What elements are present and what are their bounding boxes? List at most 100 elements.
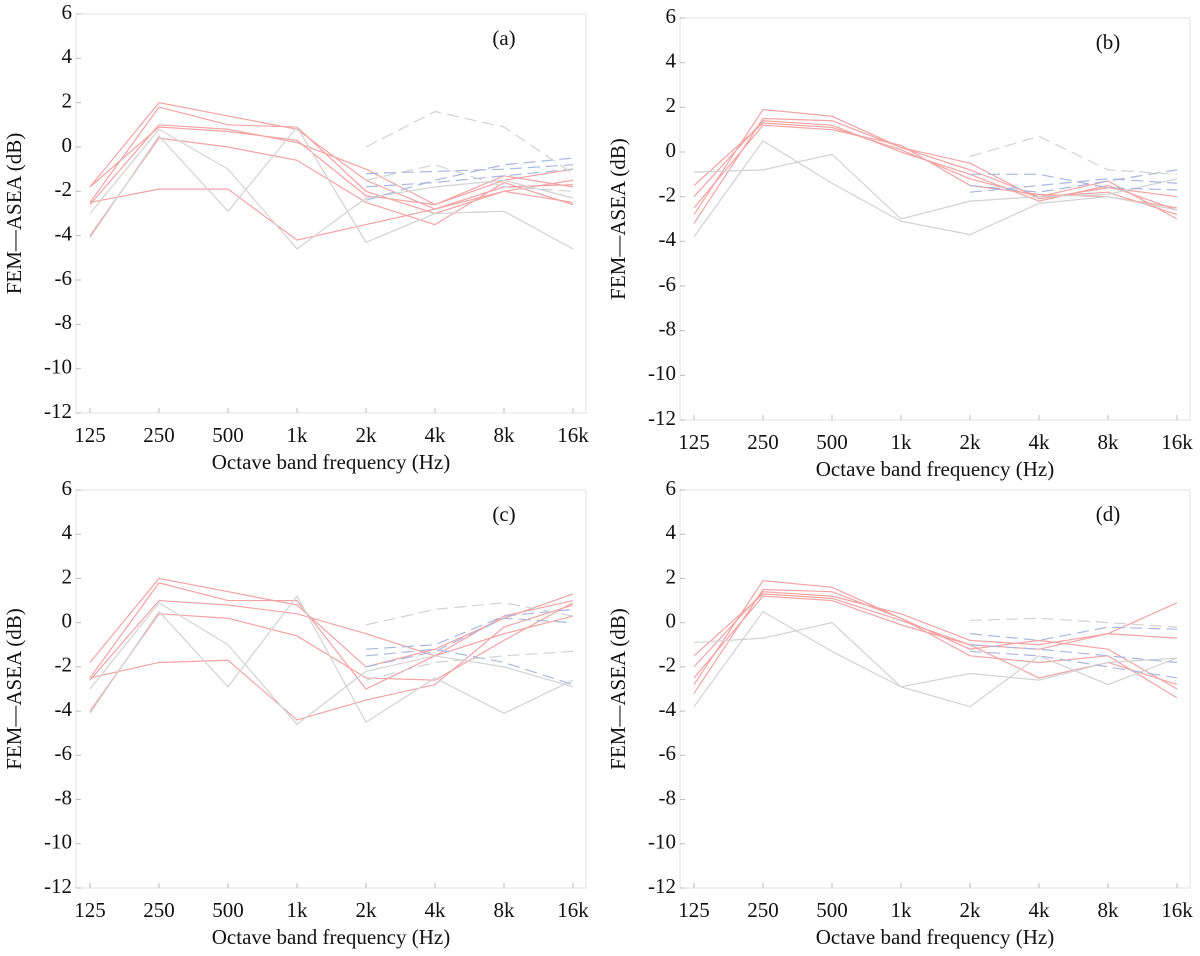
y-tick-label: -12: [648, 406, 676, 430]
series-line: [89, 126, 574, 250]
y-tick-label: -8: [55, 785, 73, 809]
y-tick-label: -10: [648, 830, 676, 854]
y-axis-label: FEM—ASEA (dB): [2, 608, 26, 770]
x-tick-label: 8k: [1098, 898, 1120, 922]
y-tick-label: -2: [659, 653, 677, 677]
x-tick-label: 2k: [960, 430, 982, 454]
y-tick-label: 6: [62, 476, 73, 500]
plot-frame: [75, 13, 587, 414]
y-axis-label: FEM—ASEA (dB): [606, 138, 630, 300]
x-tick-label: 2k: [356, 423, 378, 447]
series-line: [693, 117, 1178, 224]
x-tick-label: 4k: [1029, 430, 1051, 454]
x-tick-label: 250: [747, 430, 779, 454]
series-line: [693, 124, 1178, 209]
x-tick-label: 8k: [494, 898, 516, 922]
y-tick-label: 6: [62, 0, 73, 24]
series-line: [969, 135, 1178, 175]
y-tick-label: -6: [55, 266, 73, 290]
x-tick-label: 4k: [425, 898, 447, 922]
series-line: [969, 617, 1178, 628]
series-line: [969, 626, 1178, 641]
x-tick-label: 2k: [356, 898, 378, 922]
y-tick-label: -8: [55, 310, 73, 334]
y-tick-label: -8: [659, 785, 677, 809]
series-line: [89, 604, 574, 721]
series-line: [969, 178, 1178, 193]
series-line: [89, 602, 574, 712]
series-line: [89, 188, 574, 241]
panel-label: (c): [492, 502, 515, 526]
y-tick-label: -10: [44, 830, 72, 854]
series-line: [89, 601, 574, 726]
x-tick-label: 8k: [1098, 430, 1120, 454]
y-tick-label: -6: [659, 741, 677, 765]
x-tick-label: 125: [678, 430, 710, 454]
series-line: [365, 617, 574, 668]
panel-label: (d): [1096, 502, 1121, 526]
y-axis-label: FEM—ASEA (dB): [606, 608, 630, 770]
x-axis-label: Octave band frequency (Hz): [212, 925, 450, 949]
x-tick-label: 16k: [1161, 430, 1193, 454]
y-tick-label: -12: [44, 399, 72, 423]
y-axis-label: FEM—ASEA (dB): [2, 133, 26, 295]
y-tick-label: -4: [55, 697, 73, 721]
y-tick-label: -10: [648, 361, 676, 385]
y-tick-label: 0: [666, 608, 677, 632]
y-tick-label: 0: [62, 133, 73, 157]
panel-label: (a): [492, 26, 515, 50]
x-axis-label: Octave band frequency (Hz): [816, 925, 1054, 949]
y-tick-label: -8: [659, 316, 677, 340]
series-line: [365, 168, 574, 188]
series-line: [693, 580, 1178, 690]
series-line: [693, 120, 1178, 211]
x-tick-label: 1k: [287, 898, 309, 922]
series-line: [365, 164, 574, 175]
series-line: [693, 610, 1178, 708]
y-tick-label: -4: [55, 221, 73, 245]
y-tick-label: -6: [55, 741, 73, 765]
x-tick-label: 1k: [891, 430, 913, 454]
y-tick-label: 0: [62, 608, 73, 632]
y-tick-label: -6: [659, 272, 677, 296]
y-tick-label: -12: [648, 874, 676, 898]
y-tick-label: 4: [666, 48, 677, 72]
x-tick-label: 125: [678, 898, 710, 922]
series-line: [693, 588, 1178, 699]
y-tick-label: 4: [62, 44, 73, 68]
panel-label: (b): [1096, 30, 1121, 54]
series-line: [970, 173, 1178, 191]
series-line: [365, 110, 574, 175]
y-tick-label: 4: [666, 520, 677, 544]
series-line: [693, 140, 1178, 238]
series-line: [89, 128, 574, 250]
plot-frame: [75, 489, 587, 889]
plot-frame: [679, 489, 1191, 889]
series-line: [89, 126, 574, 206]
series-line: [89, 582, 574, 690]
y-tick-label: 6: [666, 476, 677, 500]
x-tick-label: 500: [816, 898, 848, 922]
y-tick-label: 4: [62, 520, 73, 544]
series-line: [969, 650, 1178, 679]
y-tick-label: -4: [659, 697, 677, 721]
y-tick-label: -2: [55, 653, 73, 677]
x-tick-label: 16k: [557, 423, 589, 447]
series-line: [89, 599, 574, 681]
x-tick-label: 500: [816, 430, 848, 454]
series-line: [693, 108, 1178, 216]
x-tick-label: 16k: [1161, 898, 1193, 922]
x-tick-label: 250: [143, 423, 175, 447]
y-tick-label: -2: [659, 182, 677, 206]
series-line: [89, 106, 574, 215]
series-line: [365, 157, 574, 201]
x-tick-label: 1k: [891, 898, 913, 922]
series-line: [693, 593, 1178, 657]
series-line: [969, 644, 1178, 664]
y-tick-label: 2: [666, 564, 677, 588]
x-tick-label: 16k: [557, 898, 589, 922]
x-tick-label: 2k: [960, 898, 982, 922]
y-tick-label: -4: [659, 227, 677, 251]
series-line: [89, 595, 574, 724]
